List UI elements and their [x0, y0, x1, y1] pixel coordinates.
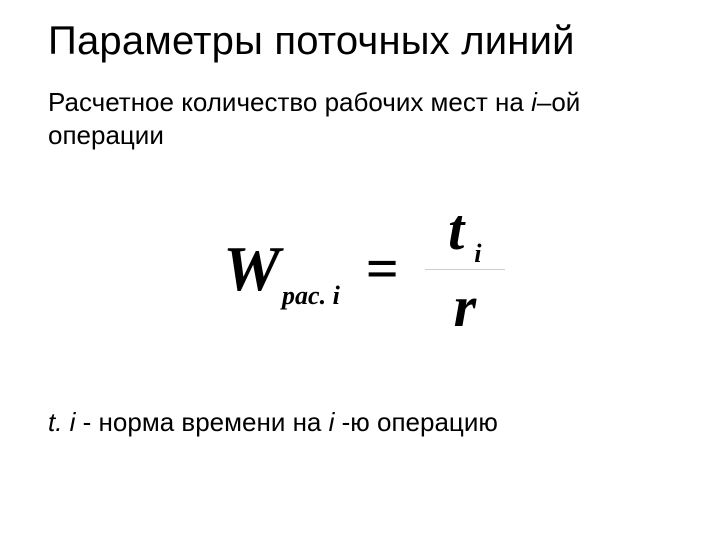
symbol-r: r: [454, 278, 477, 336]
legend: t. i - норма времени на i -ю операцию: [48, 406, 680, 439]
formula: W рас. i = t i r: [223, 201, 505, 336]
equals-sign: =: [366, 240, 399, 298]
denominator: r: [444, 270, 487, 336]
subtitle: Расчетное количество рабочих мест на i–о…: [48, 86, 680, 151]
page-title: Параметры поточных линий: [48, 18, 680, 64]
symbol-t: t: [448, 201, 464, 259]
subtitle-pre: Расчетное количество рабочих мест на: [48, 87, 531, 117]
symbol-W-subscript: рас. i: [282, 281, 340, 311]
symbol-t-subscript: i: [474, 241, 481, 267]
slide: Параметры поточных линий Расчетное колич…: [0, 0, 720, 540]
legend-ti: t. i: [48, 407, 75, 437]
legend-post: -ю операцию: [334, 407, 497, 437]
numerator: t i: [438, 201, 491, 263]
formula-lhs: W рас. i: [223, 237, 340, 301]
legend-mid: - норма времени на: [75, 407, 328, 437]
fraction: t i r: [425, 201, 505, 336]
symbol-W: W: [223, 237, 280, 301]
formula-container: W рас. i = t i r: [48, 201, 680, 336]
